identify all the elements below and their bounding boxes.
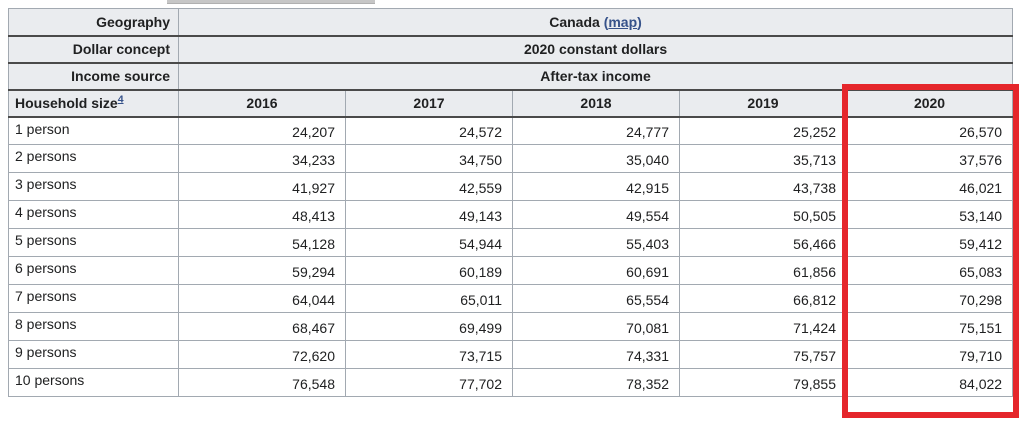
table-row-8-persons: 8 persons 68,467 69,499 70,081 71,424 75… [8,312,1014,341]
row-label: 6 persons [8,256,179,285]
geography-value: Canada (map) [177,8,1014,37]
table-row-7-persons: 7 persons 64,044 65,011 65,554 66,812 70… [8,284,1014,313]
dollar-concept-value: 2020 constant dollars [177,35,1014,64]
map-link-paren-open: ( [603,13,609,30]
row-label: 5 persons [8,228,179,257]
cell-2018: 60,691 [512,256,680,285]
table-row-6-persons: 6 persons 59,294 60,189 60,691 61,856 65… [8,256,1014,285]
cell-2020: 26,570 [845,116,1014,145]
cell-2019: 50,505 [679,200,847,229]
cell-2016: 24,207 [178,116,346,145]
map-link-text: map [608,13,638,30]
row-label: 9 persons [8,340,179,369]
cell-2016: 72,620 [178,340,346,369]
table-row-9-persons: 9 persons 72,620 73,715 74,331 75,757 79… [8,340,1014,369]
cell-2019: 35,713 [679,144,847,173]
cell-2018: 65,554 [512,284,680,313]
cell-2017: 73,715 [345,340,513,369]
year-header-2016: 2016 [178,89,346,118]
cell-2017: 65,011 [345,284,513,313]
cell-2020: 75,151 [845,312,1014,341]
cell-2020: 46,021 [845,172,1014,201]
cell-2017: 60,189 [345,256,513,285]
dollar-concept-label: Dollar concept [8,35,179,64]
household-size-header-text: Household size [15,95,118,111]
cell-2018: 70,081 [512,312,680,341]
cell-2019: 66,812 [679,284,847,313]
cell-2018: 74,331 [512,340,680,369]
cell-2017: 34,750 [345,144,513,173]
geography-label: Geography [8,8,179,37]
cell-2017: 54,944 [345,228,513,257]
cell-2016: 59,294 [178,256,346,285]
cell-2018: 42,915 [512,172,680,201]
row-label: 4 persons [8,200,179,229]
cell-2019: 56,466 [679,228,847,257]
map-link-paren-close: ) [637,13,642,30]
cell-2018: 49,554 [512,200,680,229]
cell-2016: 41,927 [178,172,346,201]
map-link[interactable]: (map) [604,14,642,30]
cell-2018: 24,777 [512,116,680,145]
cell-2016: 76,548 [178,368,346,397]
meta-row-income-source: Income source After-tax income [8,62,1014,91]
cell-2017: 24,572 [345,116,513,145]
cell-2016: 48,413 [178,200,346,229]
cell-2017: 42,559 [345,172,513,201]
cell-2020: 53,140 [845,200,1014,229]
table-row-1-person: 1 person 24,207 24,572 24,777 25,252 26,… [8,116,1014,145]
row-label: 8 persons [8,312,179,341]
cell-2019: 79,855 [679,368,847,397]
cell-2018: 78,352 [512,368,680,397]
income-source-value: After-tax income [177,62,1014,91]
table-row-4-persons: 4 persons 48,413 49,143 49,554 50,505 53… [8,200,1014,229]
cutoff-element-top [167,0,375,4]
cell-2017: 77,702 [345,368,513,397]
row-label: 7 persons [8,284,179,313]
cell-2020: 37,576 [845,144,1014,173]
footnote-link-4[interactable]: 4 [117,93,124,106]
cell-2017: 49,143 [345,200,513,229]
year-header-2018: 2018 [512,89,680,118]
income-source-label: Income source [8,62,179,91]
year-header-2019: 2019 [679,89,847,118]
geography-value-text: Canada [549,13,600,30]
household-size-header: Household size4 [8,89,179,118]
row-label: 3 persons [8,172,179,201]
meta-row-geography: Geography Canada (map) [8,8,1014,37]
table-row-10-persons: 10 persons 76,548 77,702 78,352 79,855 8… [8,368,1014,397]
cell-2020: 65,083 [845,256,1014,285]
cell-2019: 75,757 [679,340,847,369]
cell-2020: 59,412 [845,228,1014,257]
cell-2016: 64,044 [178,284,346,313]
row-label: 10 persons [8,368,179,397]
cell-2020: 84,022 [845,368,1014,397]
cell-2019: 61,856 [679,256,847,285]
cell-2019: 71,424 [679,312,847,341]
cell-2020: 79,710 [845,340,1014,369]
cell-2016: 34,233 [178,144,346,173]
table-row-3-persons: 3 persons 41,927 42,559 42,915 43,738 46… [8,172,1014,201]
column-header-row: Household size4 2016 2017 2018 2019 2020 [8,89,1014,118]
cell-2016: 68,467 [178,312,346,341]
table-row-2-persons: 2 persons 34,233 34,750 35,040 35,713 37… [8,144,1014,173]
year-header-2017: 2017 [345,89,513,118]
table-row-5-persons: 5 persons 54,128 54,944 55,403 56,466 59… [8,228,1014,257]
cell-2016: 54,128 [178,228,346,257]
cell-2017: 69,499 [345,312,513,341]
cell-2020: 70,298 [845,284,1014,313]
income-table: Geography Canada (map) Dollar concept 20… [8,8,1014,397]
cell-2018: 35,040 [512,144,680,173]
row-label: 1 person [8,116,179,145]
row-label: 2 persons [8,144,179,173]
cell-2019: 25,252 [679,116,847,145]
cell-2018: 55,403 [512,228,680,257]
year-header-2020: 2020 [845,89,1014,118]
meta-row-dollar-concept: Dollar concept 2020 constant dollars [8,35,1014,64]
cell-2019: 43,738 [679,172,847,201]
